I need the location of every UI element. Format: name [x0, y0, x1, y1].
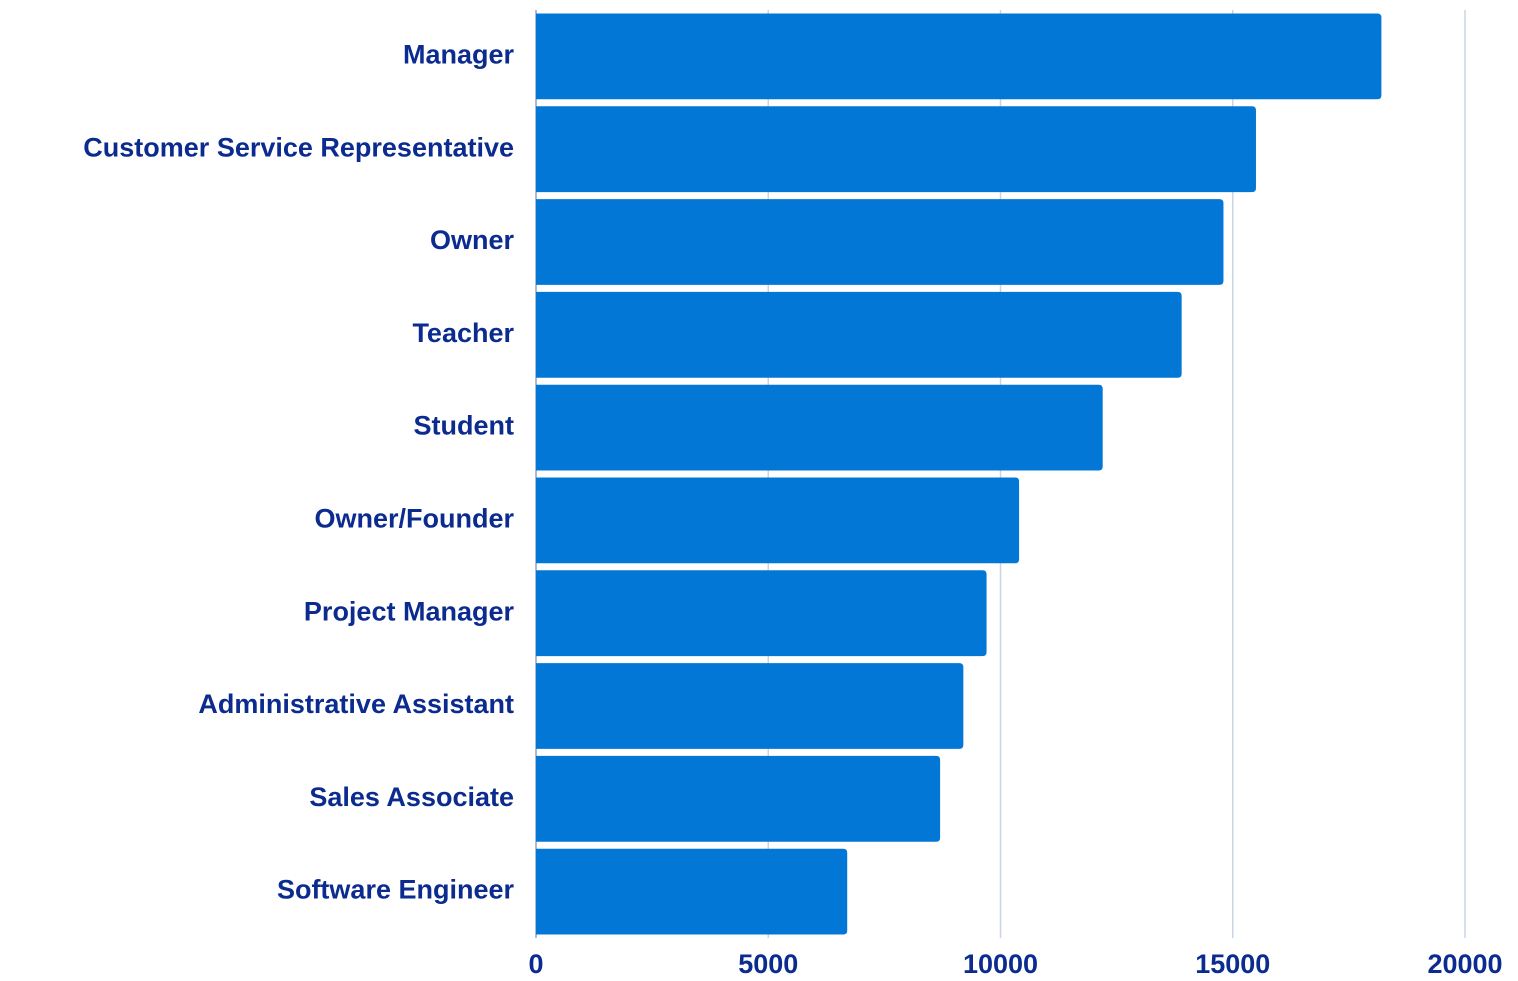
bar: [536, 13, 1382, 100]
x-tick-label: 10000: [963, 949, 1038, 979]
bar: [536, 291, 1182, 378]
y-tick-label: Administrative Assistant: [198, 689, 514, 719]
y-tick-label: Owner: [430, 225, 515, 255]
x-tick-label: 0: [528, 949, 543, 979]
y-tick-label: Customer Service Representative: [83, 132, 514, 162]
y-tick-label: Student: [414, 411, 515, 441]
bar: [536, 384, 1103, 471]
y-tick-label: Project Manager: [304, 596, 515, 626]
y-tick-label: Owner/Founder: [314, 504, 514, 534]
bar: [536, 199, 1224, 285]
bar: [536, 570, 987, 657]
bar: [536, 848, 848, 935]
x-tick-label: 15000: [1195, 949, 1270, 979]
bar: [536, 106, 1256, 193]
y-tick-label: Software Engineer: [277, 875, 515, 905]
x-tick-label: 5000: [738, 949, 798, 979]
x-tick-label: 20000: [1427, 949, 1502, 979]
bar: [536, 755, 941, 842]
bar: [536, 663, 964, 749]
bar: [536, 477, 1020, 564]
y-tick-label: Teacher: [412, 318, 514, 348]
y-tick-label: Sales Associate: [309, 782, 514, 812]
y-tick-label: Manager: [403, 40, 515, 70]
